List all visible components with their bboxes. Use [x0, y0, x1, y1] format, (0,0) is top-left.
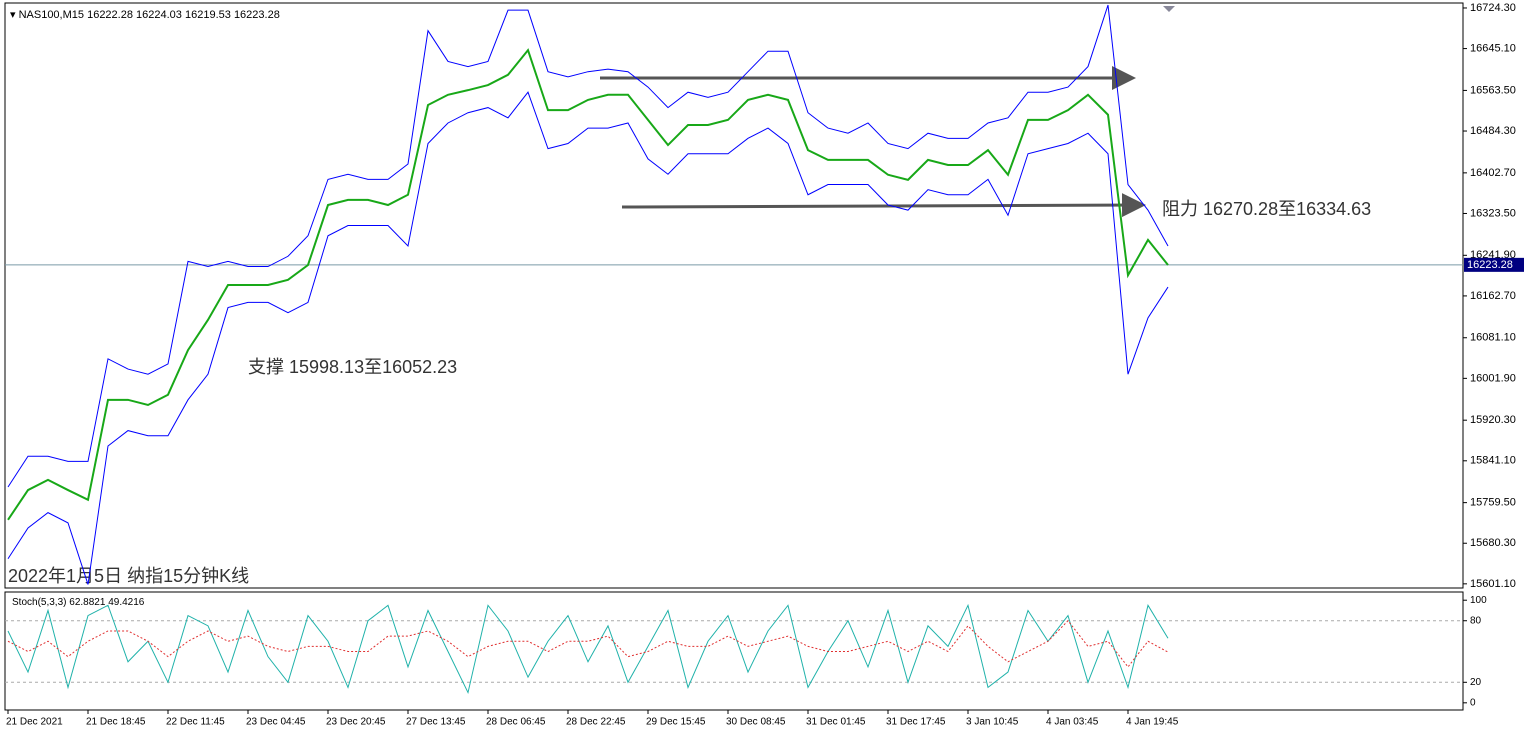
stoch-frame — [4, 591, 1464, 711]
y-tick-label: 16645.10 — [1470, 42, 1516, 54]
current-price-label: 16223.28 — [1467, 259, 1513, 271]
y-tick-label: 15601.10 — [1470, 578, 1516, 590]
y-tick-label: 15680.30 — [1470, 537, 1516, 549]
y-tick-label: 100 — [1470, 595, 1487, 606]
stoch-signal-value: 49.4216 — [108, 597, 145, 608]
x-tick-label: 30 Dec 08:45 — [726, 717, 786, 728]
y-tick-label: 20 — [1470, 677, 1482, 688]
x-tick-label: 27 Dec 13:45 — [406, 717, 466, 728]
x-tick-label: 31 Dec 01:45 — [806, 717, 866, 728]
y-tick-label: 0 — [1470, 697, 1476, 708]
x-tick-label: 4 Jan 19:45 — [1126, 717, 1179, 728]
y-tick-label: 16162.70 — [1470, 290, 1516, 302]
current-price-box — [1464, 257, 1524, 272]
series-line — [7, 619, 1169, 668]
y-tick-label: 15920.30 — [1470, 414, 1516, 426]
support-arrow — [621, 193, 1146, 218]
stoch-main-value: 62.8821 — [69, 597, 106, 608]
header: ▾ NAS100,M15 16222.28 16224.03 16219.53 … — [10, 9, 280, 21]
x-tick-label: 23 Dec 20:45 — [326, 717, 386, 728]
series-line — [7, 4, 1169, 488]
y-tick-label: 80 — [1470, 615, 1482, 626]
close: 16223.28 — [234, 9, 280, 21]
x-tick-label: 21 Dec 18:45 — [86, 717, 146, 728]
x-tick-label: 28 Dec 22:45 — [566, 717, 626, 728]
high: 16224.03 — [136, 9, 182, 21]
x-tick-label: 28 Dec 06:45 — [486, 717, 546, 728]
y-tick-label: 16402.70 — [1470, 167, 1516, 179]
x-tick-label: 23 Dec 04:45 — [246, 717, 306, 728]
x-tick-label: 31 Dec 17:45 — [886, 717, 946, 728]
resistance-annotation: 阻力 16270.28至16334.63 — [1162, 199, 1371, 219]
x-tick-label: 21 Dec 2021 — [6, 717, 63, 728]
y-tick-label: 15759.50 — [1470, 497, 1516, 509]
series-line — [7, 91, 1169, 585]
y-tick-label: 16001.90 — [1470, 372, 1516, 384]
x-tick-label: 29 Dec 15:45 — [646, 717, 706, 728]
symbol: NAS100,M15 — [19, 9, 84, 21]
y-tick-label: 16563.50 — [1470, 84, 1516, 96]
y-tick-label: 16323.50 — [1470, 207, 1516, 219]
y-tick-label: 15841.10 — [1470, 455, 1516, 467]
stoch-name: Stoch(5,3,3) — [12, 597, 66, 608]
open: 16222.28 — [87, 9, 133, 21]
low: 16219.53 — [185, 9, 231, 21]
support-annotation: 支撑 15998.13至16052.23 — [248, 357, 457, 377]
y-tick-label: 16724.30 — [1470, 2, 1516, 14]
y-tick-label: 16081.10 — [1470, 332, 1516, 344]
x-tick-label: 4 Jan 03:45 — [1046, 717, 1099, 728]
series-line — [7, 48, 1169, 521]
stoch-legend: Stoch(5,3,3) 62.8821 49.4216 — [12, 597, 145, 608]
y-tick-label: 16484.30 — [1470, 125, 1516, 137]
chart-title: 2022年1月5日 纳指15分钟K线 — [8, 566, 249, 586]
x-tick-label: 22 Dec 11:45 — [166, 717, 225, 728]
series-line — [7, 603, 1169, 695]
x-tick-label: 3 Jan 10:45 — [966, 717, 1019, 728]
shift-marker — [1163, 6, 1175, 12]
